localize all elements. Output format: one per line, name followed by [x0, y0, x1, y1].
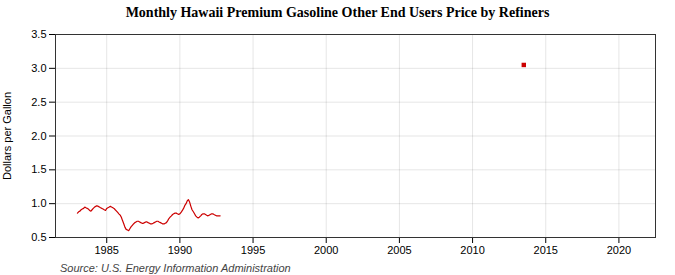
svg-text:3.5: 3.5: [31, 28, 46, 40]
svg-text:1.5: 1.5: [31, 163, 46, 175]
svg-text:1.0: 1.0: [31, 197, 46, 209]
svg-text:2010: 2010: [460, 244, 484, 256]
svg-text:2005: 2005: [387, 244, 411, 256]
svg-text:2015: 2015: [534, 244, 558, 256]
svg-text:1990: 1990: [168, 244, 192, 256]
svg-text:Dollars per Gallon: Dollars per Gallon: [1, 92, 13, 180]
svg-text:1985: 1985: [94, 244, 118, 256]
html-text:Monthly Hawaii Premium Gasolin: Monthly Hawaii Premium Gasoline Other En…: [125, 5, 550, 20]
html-text:Source: U.S. Energy Informatio: Source: U.S. Energy Information Administ…: [60, 262, 291, 274]
svg-text:0.5: 0.5: [31, 231, 46, 243]
svg-text:2000: 2000: [314, 244, 338, 256]
svg-text:3.0: 3.0: [31, 62, 46, 74]
svg-text:2.5: 2.5: [31, 96, 46, 108]
svg-text:2.0: 2.0: [31, 130, 46, 142]
svg-text:1995: 1995: [241, 244, 265, 256]
svg-text:2020: 2020: [607, 244, 631, 256]
